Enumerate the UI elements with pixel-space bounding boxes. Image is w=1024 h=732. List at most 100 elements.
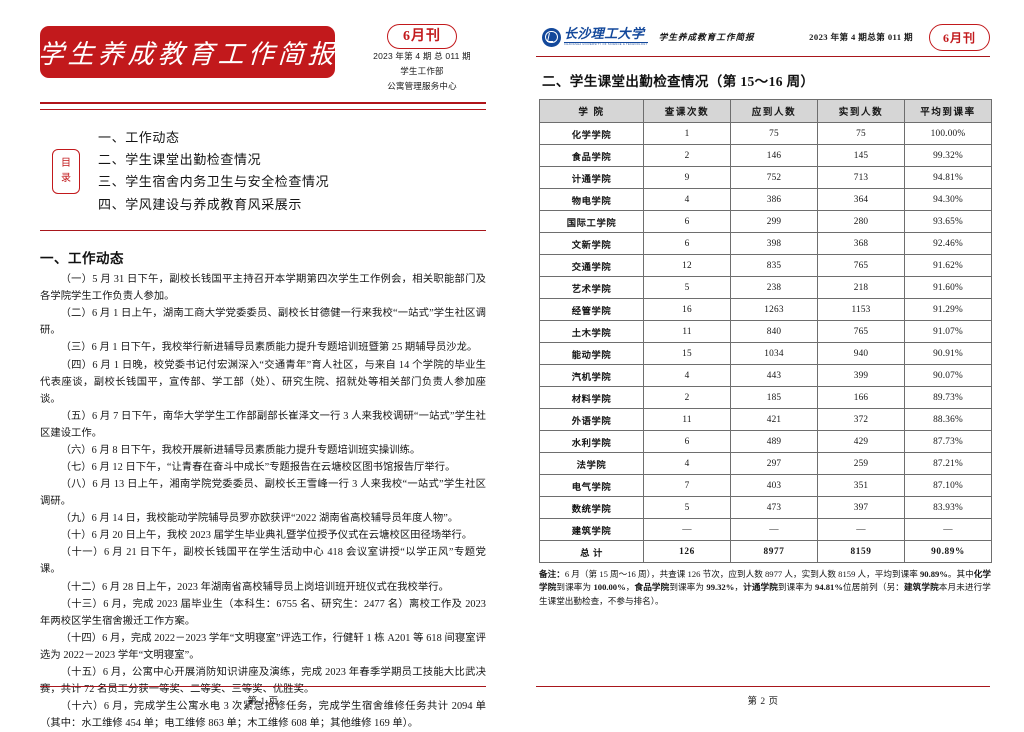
cell-value: 91.62% xyxy=(904,254,992,277)
cell-value: 1153 xyxy=(817,298,905,321)
cell-value: 238 xyxy=(730,276,818,299)
note-segment: ， xyxy=(625,582,635,593)
university-name-en: CHANGSHA UNIVERSITY OF SCIENCE & TECHNOL… xyxy=(564,41,648,46)
table-row: 计通学院 9 752 713 94.81% xyxy=(539,166,992,189)
paragraph: （三）6 月 1 日下午，我校举行新进辅导员素质能力提升专题培训班暨第 25 期… xyxy=(60,342,478,354)
cell-value: 259 xyxy=(817,452,905,475)
university-logo: 长沙理工大学 CHANGSHA UNIVERSITY OF SCIENCE & … xyxy=(542,26,648,47)
page-right: 长沙理工大学 CHANGSHA UNIVERSITY OF SCIENCE & … xyxy=(512,0,1024,725)
cell-value: 403 xyxy=(730,474,818,497)
note-segment: 。其中 xyxy=(947,569,974,579)
table-row: 交通学院 12 835 765 91.62% xyxy=(539,254,992,277)
cell-value: 88.36% xyxy=(904,408,992,431)
page-footer-right: 第 2 页 xyxy=(536,686,990,707)
publisher-dept: 学生工作部 xyxy=(400,66,444,77)
cell-college: 外语学院 xyxy=(539,408,644,431)
cell-value: 443 xyxy=(730,364,818,387)
cell-college: 法学院 xyxy=(539,452,644,475)
header-divider xyxy=(536,56,990,57)
cell-value: 429 xyxy=(817,430,905,453)
toc-item-3[interactable]: 三、学生宿舍内务卫生与安全检查情况 xyxy=(98,174,330,190)
cell-value: 8159 xyxy=(817,540,905,563)
issue-badge: 6月刊 xyxy=(387,24,457,50)
cell-value: 765 xyxy=(817,320,905,343)
cell-college: 物电学院 xyxy=(539,188,644,211)
cell-college: 艺术学院 xyxy=(539,276,644,299)
cell-value: 92.46% xyxy=(904,232,992,255)
table-note: 备注：6 月（第 15 周～16 周），共查课 126 节次，应到人数 8977… xyxy=(539,568,991,608)
cell-value: 280 xyxy=(817,210,905,233)
masthead: 学生养成教育工作简报 6月刊 2023 年第 4 期 总 011 期 学生工作部… xyxy=(37,22,486,94)
table-row: 文新学院 6 398 368 92.46% xyxy=(539,232,992,255)
cell-value: 93.65% xyxy=(904,210,992,233)
cell-value: 752 xyxy=(730,166,818,189)
paragraph: （五）6 月 7 日下午，南华大学学生工作部副部长崔泽文一行 3 人来我校调研“… xyxy=(40,410,486,439)
cell-value: 364 xyxy=(817,188,905,211)
cell-value: 6 xyxy=(643,210,731,233)
header-brief-title: 学生养成教育工作简报 xyxy=(658,32,755,42)
table-header-row: 学 院 查课次数 应到人数 实到人数 平均到课率 xyxy=(539,99,992,123)
cell-value: 5 xyxy=(643,496,731,519)
paragraph: （十）6 月 20 日上午，我校 2023 届学生毕业典礼暨学位授予仪式在云塘校… xyxy=(60,530,473,542)
cell-value: 6 xyxy=(643,232,731,255)
paragraph: （十一）6 月 21 日下午，副校长钱国平在学生活动中心 418 会议室讲授“以… xyxy=(40,547,486,576)
cell-value: 7 xyxy=(643,474,731,497)
footer-divider xyxy=(40,686,486,687)
cell-value: 5 xyxy=(643,276,731,299)
paragraph: （一）5 月 31 日下午，副校长钱国平主持召开本学期第四次学生工作例会，相关职… xyxy=(40,274,486,303)
cell-value: 713 xyxy=(817,166,905,189)
cell-value: 15 xyxy=(643,342,731,365)
toc-item-1[interactable]: 一、工作动态 xyxy=(98,129,180,145)
cell-value: 146 xyxy=(730,144,818,167)
page-footer-left: 第 1 页 xyxy=(40,686,486,707)
note-segment: 化学学院 xyxy=(539,569,991,593)
university-name-cn: 长沙理工大学 xyxy=(564,26,645,42)
cell-value: 1 xyxy=(643,122,731,145)
publisher-center: 公寓管理服务中心 xyxy=(387,80,457,91)
cell-college: 材料学院 xyxy=(539,386,644,409)
note-segment: 备注： xyxy=(539,569,565,579)
cell-college: 文新学院 xyxy=(539,232,644,255)
cell-college: 电气学院 xyxy=(539,474,644,497)
note-segment: 6 月（第 15 周～16 周），共查课 126 节次，应到人数 8977 人，… xyxy=(564,569,920,579)
toc-item-2[interactable]: 二、学生课堂出勤检查情况 xyxy=(98,152,262,168)
cell-value: 473 xyxy=(730,496,818,519)
column-header-rate: 平均到课率 xyxy=(904,99,992,123)
table-row: 电气学院 7 403 351 87.10% xyxy=(539,474,992,497)
table-row: 法学院 4 297 259 87.21% xyxy=(539,452,992,475)
cell-value: 397 xyxy=(817,496,905,519)
note-segment: 到课率为 xyxy=(777,582,816,593)
note-segment: 本月未进行学生课堂出勤检查，不参与排名）。 xyxy=(539,582,991,606)
cell-college: 数统学院 xyxy=(539,496,644,519)
note-segment: 到课率为 xyxy=(556,582,594,593)
cell-value: 94.81% xyxy=(904,166,992,189)
paragraph: （十四）6 月，完成 2022－2023 学年“文明寝室”评选工作，行健轩 1 … xyxy=(40,632,486,661)
masthead-banner: 学生养成教育工作简报 xyxy=(37,26,338,78)
note-segment: 位居前列（另： xyxy=(842,582,904,593)
table-row: 数统学院 5 473 397 83.93% xyxy=(539,496,992,519)
cell-value: 12 xyxy=(643,254,731,277)
section-title-one: 一、工作动态 xyxy=(40,251,124,267)
running-header: 长沙理工大学 CHANGSHA UNIVERSITY OF SCIENCE & … xyxy=(536,22,990,52)
cell-value: 386 xyxy=(730,188,818,211)
cell-college: 计通学院 xyxy=(539,166,644,189)
table-row: 物电学院 4 386 364 94.30% xyxy=(539,188,992,211)
cell-value: 11 xyxy=(643,320,731,343)
cell-value: — xyxy=(904,518,992,541)
column-header-actual: 实到人数 xyxy=(817,99,905,123)
masthead-meta: 6月刊 2023 年第 4 期 总 011 期 学生工作部 公寓管理服务中心 xyxy=(358,22,486,94)
note-segment: 99.32% xyxy=(706,582,735,593)
cell-value: 372 xyxy=(817,408,905,431)
paragraph: （四）6 月 1 日晚，校党委书记付宏渊深入“交通青年”育人社区，与来自 14 … xyxy=(40,359,486,405)
header-issue-badge: 6月刊 xyxy=(928,23,990,51)
cell-value: 421 xyxy=(730,408,818,431)
page-left: 学生养成教育工作简报 6月刊 2023 年第 4 期 总 011 期 学生工作部… xyxy=(0,0,512,729)
cell-value: 8977 xyxy=(730,540,818,563)
cell-value: 75 xyxy=(817,122,905,145)
header-issue-number: 2023 年第 4 期总第 011 期 xyxy=(809,32,913,42)
table-row: 建筑学院 — — — — xyxy=(539,518,992,541)
note-segment: 计通学院 xyxy=(743,582,778,593)
table-row: 汽机学院 4 443 399 90.07% xyxy=(539,364,992,387)
toc-item-4[interactable]: 四、学风建设与养成教育风采展示 xyxy=(98,196,303,212)
paragraph: （十五）6 月，公寓中心开展消防知识讲座及演练，完成 2023 年春季学期员工技… xyxy=(40,666,486,695)
